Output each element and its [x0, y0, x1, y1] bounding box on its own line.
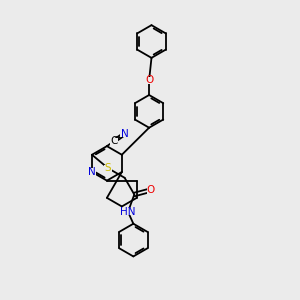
Text: N: N — [121, 129, 128, 139]
Text: S: S — [105, 163, 111, 173]
Bar — [104, 165, 112, 172]
Bar — [122, 208, 134, 215]
Text: O: O — [145, 75, 153, 85]
Bar — [88, 168, 96, 175]
Text: C: C — [110, 136, 118, 146]
Text: HN: HN — [120, 207, 136, 217]
Bar — [110, 138, 118, 145]
Text: O: O — [147, 185, 155, 195]
Bar — [147, 187, 155, 194]
Bar — [145, 76, 153, 84]
Text: N: N — [88, 167, 96, 177]
Bar — [120, 130, 129, 137]
